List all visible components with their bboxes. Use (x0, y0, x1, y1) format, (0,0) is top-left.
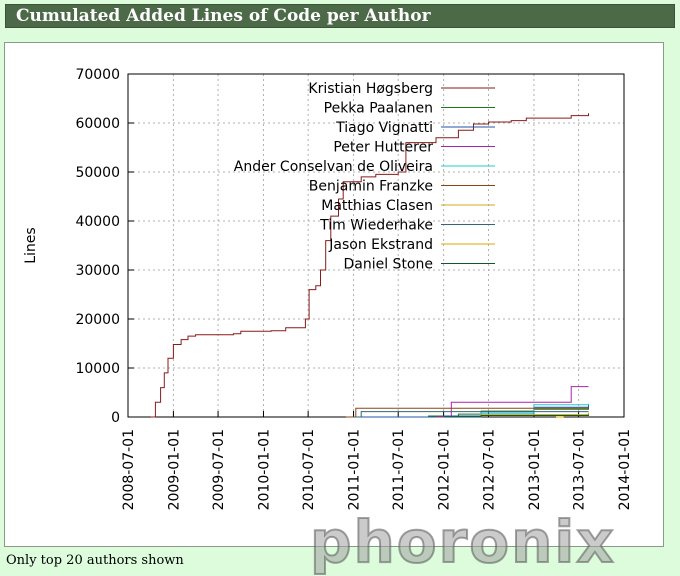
legend-entry-label: Benjamin Franzke (309, 179, 433, 195)
x-tick-label: 2013-07-01 (572, 429, 588, 510)
x-tick-label: 2011-01-01 (347, 429, 363, 510)
series-line-10 (443, 414, 589, 418)
y-tick-label: 10000 (75, 361, 120, 377)
x-tick-label: 2011-07-01 (391, 429, 407, 510)
footnote: Only top 20 authors shown (6, 553, 184, 568)
legend-entry-label: Ander Conselvan de Oliveira (234, 159, 433, 175)
x-tick-label: 2014-01-01 (617, 429, 633, 510)
x-tick-label: 2012-07-01 (482, 429, 498, 510)
series-line-6 (345, 407, 589, 418)
x-tick-label: 2009-01-01 (166, 429, 182, 510)
y-tick-label: 70000 (75, 67, 120, 83)
y-axis-label: Lines (23, 227, 39, 263)
line-chart: 0 10000 20000 30000 40000 50000 60000 70000 2008… (23, 67, 633, 510)
series-line-4 (436, 386, 589, 418)
legend-entry-label: Tim Wiederhake (319, 218, 433, 234)
x-tick-label: 2010-01-01 (256, 429, 272, 510)
chart-panel: 0 10000 20000 30000 40000 50000 60000 70000 2008… (4, 42, 664, 547)
x-tick-label: 2010-07-01 (301, 429, 317, 510)
legend-entry-label: Pekka Paalanen (324, 101, 433, 117)
legend-entry-label: Jason Ekstrand (328, 237, 433, 253)
y-tick-label: 0 (111, 410, 120, 426)
x-tick-label: 2012-01-01 (437, 429, 453, 510)
series-line-1 (150, 113, 589, 418)
page-title: Cumulated Added Lines of Code per Author (16, 6, 431, 26)
page-header: Cumulated Added Lines of Code per Author (5, 4, 675, 28)
legend-entry-label: Tiago Vignatti (335, 120, 433, 136)
legend-entry-label: Matthias Clasen (321, 198, 433, 214)
x-tick-label: 2013-01-01 (527, 429, 543, 510)
x-tick-label: 2009-07-01 (211, 429, 227, 510)
y-tick-label: 40000 (75, 214, 120, 230)
y-tick-label: 20000 (75, 312, 120, 328)
series-line-8 (353, 411, 589, 418)
y-tick-label: 50000 (75, 165, 120, 181)
y-tick-label: 60000 (75, 116, 120, 132)
legend-entry-label: Peter Hutterer (333, 140, 433, 156)
x-tick-label: 2008-07-01 (121, 429, 137, 510)
legend-entry-label: Kristian Høgsberg (308, 81, 433, 97)
y-tick-label: 30000 (75, 263, 120, 279)
legend-entry-label: Daniel Stone (343, 257, 433, 273)
